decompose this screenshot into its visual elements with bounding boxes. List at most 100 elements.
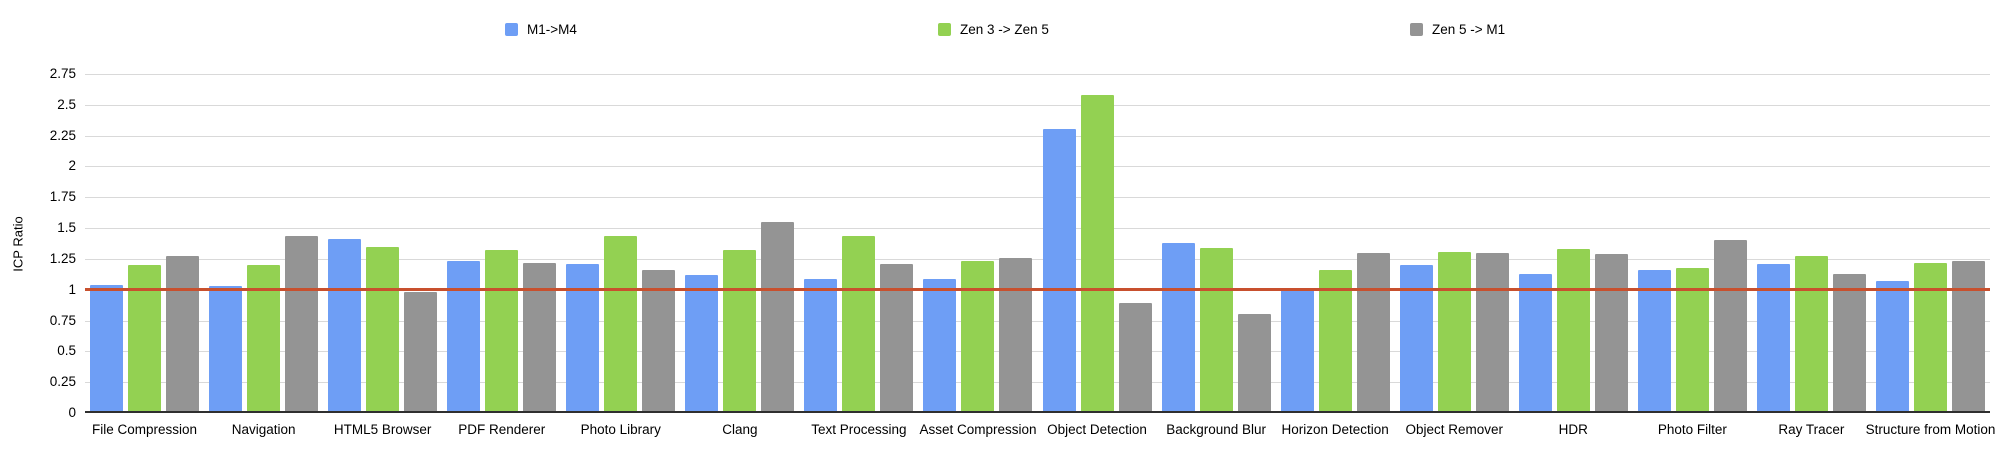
bar[interactable] bbox=[1475, 252, 1509, 413]
bar[interactable] bbox=[1594, 253, 1628, 413]
y-tick-label: 0.25 bbox=[49, 374, 76, 390]
bar[interactable] bbox=[366, 246, 400, 413]
category-label: Asset Compression bbox=[919, 422, 1037, 437]
bar[interactable] bbox=[923, 278, 957, 413]
bar[interactable] bbox=[285, 235, 319, 413]
bar-groups: File Compression Navigation HTML5 Browser P… bbox=[85, 74, 1995, 437]
x-axis-line bbox=[85, 411, 1990, 413]
y-tick-label: 2.25 bbox=[49, 127, 76, 143]
category-label: Navigation bbox=[231, 422, 296, 437]
legend-item-3[interactable]: Zen 5 -> M1 bbox=[1410, 22, 1505, 37]
bar-group: Structure from Motion bbox=[1866, 74, 1995, 437]
bar[interactable] bbox=[1042, 129, 1076, 413]
category-label: Ray Tracer bbox=[1778, 422, 1845, 437]
category-label: Clang bbox=[722, 422, 758, 437]
bar-group: Background Blur bbox=[1157, 74, 1276, 437]
y-tick-label: 1.75 bbox=[49, 189, 76, 205]
y-tick-label: 0.75 bbox=[49, 312, 76, 328]
bar[interactable] bbox=[209, 286, 243, 413]
bar[interactable] bbox=[1518, 273, 1552, 413]
bar-group: Horizon Detection bbox=[1276, 74, 1395, 437]
bar-group: File Compression bbox=[85, 74, 204, 437]
bar[interactable] bbox=[1199, 247, 1233, 413]
category-label: File Compression bbox=[92, 422, 198, 437]
bar[interactable] bbox=[1794, 256, 1828, 413]
legend-label: M1->M4 bbox=[527, 22, 577, 37]
legend-label: Zen 3 -> Zen 5 bbox=[960, 22, 1049, 37]
bar[interactable] bbox=[1356, 252, 1390, 413]
bar[interactable] bbox=[1875, 281, 1909, 413]
category-label: HDR bbox=[1558, 422, 1588, 437]
bar[interactable] bbox=[761, 221, 795, 413]
bar[interactable] bbox=[880, 263, 914, 413]
bar[interactable] bbox=[685, 274, 719, 413]
bar[interactable] bbox=[485, 250, 519, 413]
y-tick-label: 1 bbox=[68, 281, 76, 297]
bar[interactable] bbox=[1237, 314, 1271, 413]
gridline bbox=[85, 320, 1990, 322]
bar[interactable] bbox=[1713, 240, 1747, 413]
bar-group: Photo Filter bbox=[1633, 74, 1752, 437]
gridline bbox=[85, 135, 1990, 137]
y-tick-label: 2.75 bbox=[49, 66, 76, 81]
bar[interactable] bbox=[604, 235, 638, 413]
bar[interactable] bbox=[1318, 270, 1352, 413]
category-label: HTML5 Browser bbox=[333, 422, 432, 437]
bar[interactable] bbox=[1637, 270, 1671, 413]
bar[interactable] bbox=[1675, 267, 1709, 413]
y-tick-label: 0 bbox=[68, 405, 76, 420]
legend-swatch-icon bbox=[1410, 23, 1423, 36]
bar[interactable] bbox=[1756, 263, 1790, 413]
bar[interactable] bbox=[1080, 94, 1114, 413]
bar-group: Text Processing bbox=[799, 74, 918, 437]
category-label: Background Blur bbox=[1166, 422, 1266, 437]
y-tick-label: 1.5 bbox=[57, 220, 76, 236]
plot-area: File Compression Navigation HTML5 Browser P… bbox=[85, 74, 1995, 437]
bar[interactable] bbox=[999, 257, 1033, 413]
bar-group: HTML5 Browser bbox=[323, 74, 442, 437]
legend-label: Zen 5 -> M1 bbox=[1432, 22, 1506, 37]
legend-swatch-icon bbox=[938, 23, 951, 36]
legend-swatch-icon bbox=[505, 23, 518, 36]
legend-item-2[interactable]: Zen 3 -> Zen 5 bbox=[938, 22, 1049, 37]
bar[interactable] bbox=[1832, 273, 1866, 413]
bar-group: Clang bbox=[680, 74, 799, 437]
y-tick-label: 2.5 bbox=[57, 96, 76, 112]
gridline bbox=[85, 74, 1990, 75]
bar[interactable] bbox=[804, 278, 838, 413]
category-label: Object Detection bbox=[1047, 422, 1147, 437]
category-label: Horizon Detection bbox=[1281, 422, 1389, 437]
bar[interactable] bbox=[842, 235, 876, 413]
category-label: Object Remover bbox=[1405, 422, 1503, 437]
bar-group: Photo Library bbox=[561, 74, 680, 437]
bar[interactable] bbox=[166, 256, 200, 413]
bar[interactable] bbox=[328, 239, 362, 413]
y-tick-label: 0.5 bbox=[57, 343, 76, 359]
bar[interactable] bbox=[1913, 262, 1947, 413]
y-tick-label: 1.25 bbox=[49, 250, 76, 266]
category-label: PDF Renderer bbox=[458, 422, 546, 437]
bar[interactable] bbox=[1161, 242, 1195, 413]
chart-legend: M1->M4 Zen 3 -> Zen 5 Zen 5 -> M1 bbox=[0, 0, 2000, 50]
bar-group: PDF Renderer bbox=[442, 74, 561, 437]
bar-group: Navigation bbox=[204, 74, 323, 437]
bar[interactable] bbox=[1437, 251, 1471, 413]
bar[interactable] bbox=[642, 270, 676, 413]
legend-item-1[interactable]: M1->M4 bbox=[505, 22, 577, 37]
gridline bbox=[85, 166, 1990, 168]
bar-group: HDR bbox=[1514, 74, 1633, 437]
bar-group: Object Detection bbox=[1038, 74, 1157, 437]
bar[interactable] bbox=[1951, 261, 1985, 413]
bar[interactable] bbox=[566, 263, 600, 413]
bar[interactable] bbox=[961, 261, 995, 413]
bar[interactable] bbox=[90, 284, 124, 413]
bar[interactable] bbox=[1118, 303, 1152, 413]
bar[interactable] bbox=[523, 262, 557, 413]
bar[interactable] bbox=[1280, 289, 1314, 413]
category-label: Text Processing bbox=[811, 422, 907, 437]
bar[interactable] bbox=[1556, 249, 1590, 413]
bar[interactable] bbox=[723, 250, 757, 413]
bar[interactable] bbox=[447, 261, 481, 413]
bar[interactable] bbox=[404, 292, 438, 413]
